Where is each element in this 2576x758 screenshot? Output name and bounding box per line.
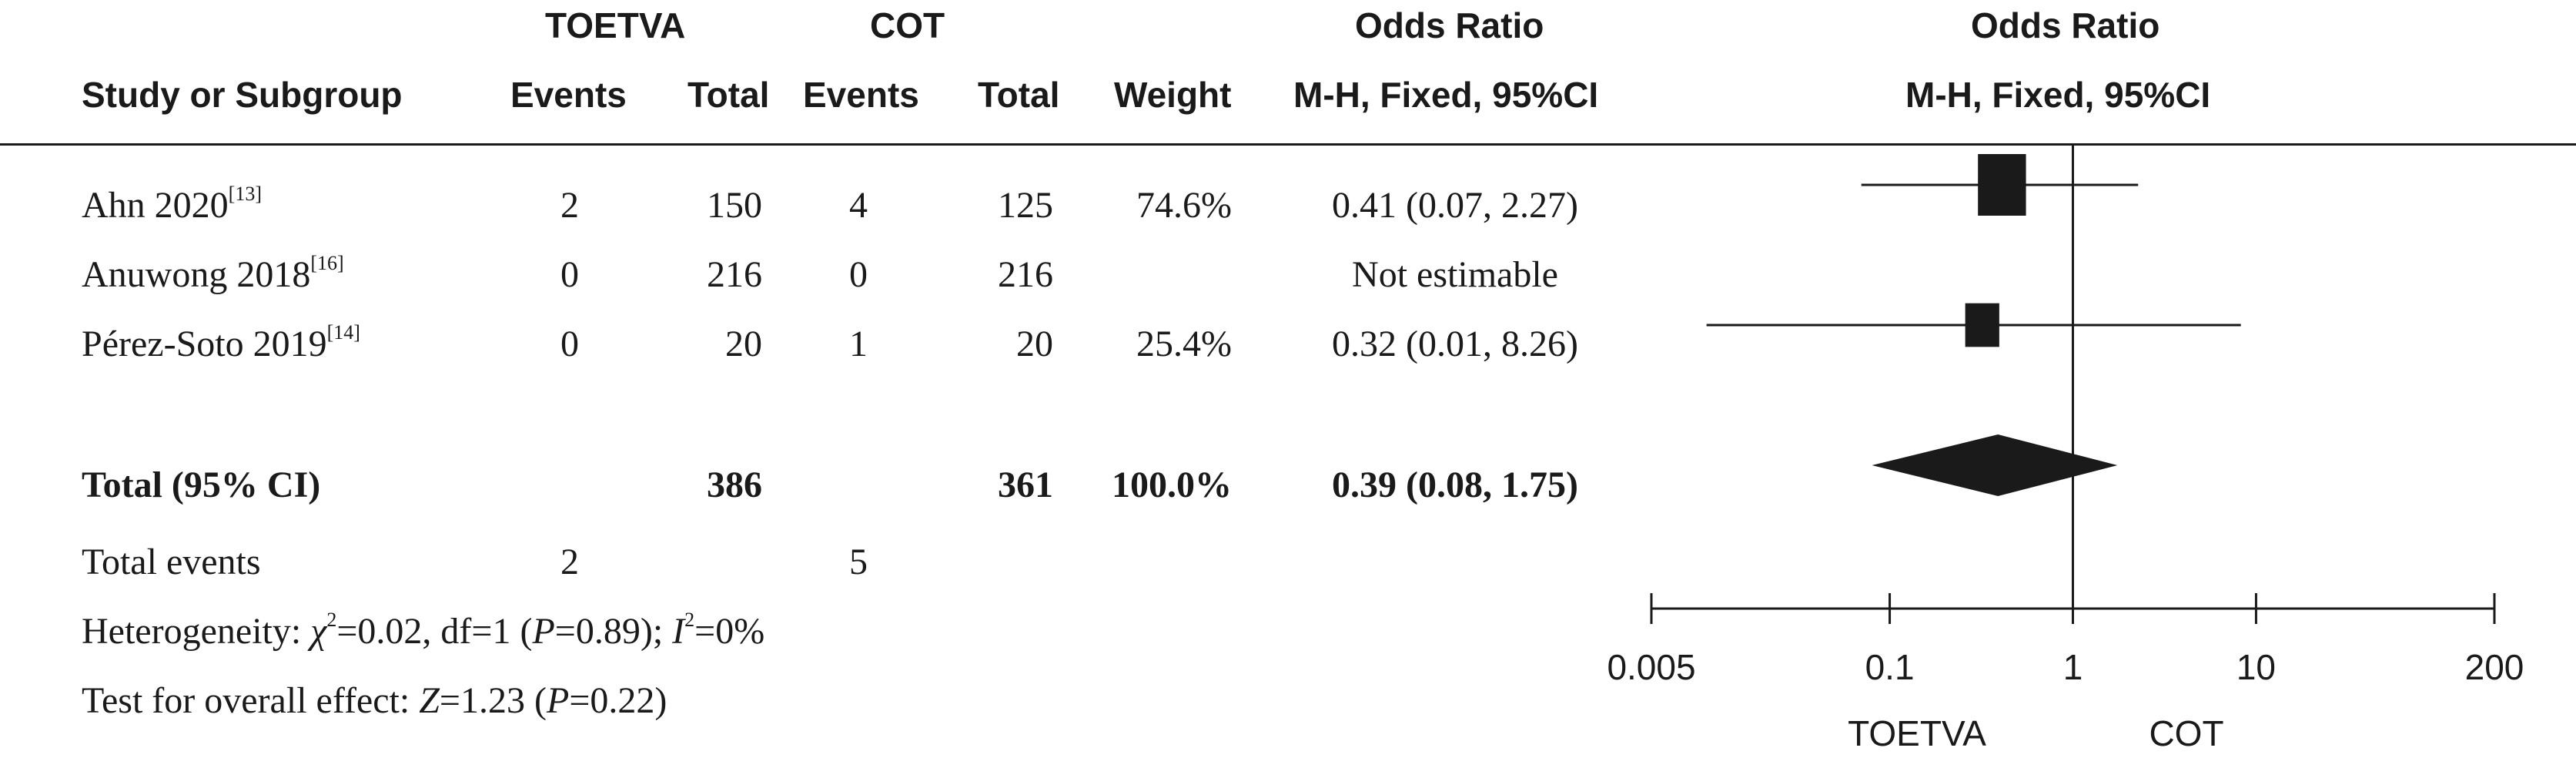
total2-cell: 20 (1016, 324, 1053, 364)
point-estimate-marker (1965, 303, 1999, 347)
weight-cell: 74.6% (1136, 185, 1232, 226)
total2-cell: 216 (998, 254, 1053, 295)
total-label: Total (95% CI) (82, 465, 321, 505)
or-header-left-1: Odds Ratio (1355, 5, 1544, 45)
events2-cell: 4 (849, 185, 868, 226)
or-header-right-2: M-H, Fixed, 95%CI (1905, 75, 2211, 115)
or-header-right-1: Odds Ratio (1971, 5, 2160, 45)
total2-cell: 125 (998, 185, 1053, 226)
weight-cell: 25.4% (1136, 324, 1232, 364)
total1-header: Total (687, 75, 770, 115)
study-name: Pérez-Soto 2019[14] (82, 321, 360, 364)
group2-header: COT (870, 5, 945, 45)
total-events1: 2 (560, 542, 579, 582)
events1-header: Events (510, 75, 627, 115)
total-events2: 5 (849, 542, 868, 582)
events1-cell: 2 (560, 185, 579, 226)
x-tick-label: 10 (2236, 647, 2276, 687)
events2-cell: 0 (849, 254, 868, 295)
events2-cell: 1 (849, 324, 868, 364)
x-tick-label: 0.005 (1607, 647, 1695, 687)
overall-effect-text: Test for overall effect: Z=1.23 (P=0.22) (82, 680, 667, 721)
study-name: Anuwong 2018[16] (82, 252, 344, 295)
total-weight: 100.0% (1112, 465, 1232, 505)
total2-sum: 361 (998, 465, 1053, 505)
study-ref: [14] (326, 321, 360, 344)
events2-header: Events (803, 75, 919, 115)
x-tick-label: 200 (2465, 647, 2524, 687)
or-header-left-2: M-H, Fixed, 95%CI (1293, 75, 1599, 115)
group1-header: TOETVA (545, 5, 686, 45)
heterogeneity-text: Heterogeneity: χ2=0.02, df=1 (P=0.89); I… (82, 609, 765, 652)
events1-cell: 0 (560, 324, 579, 364)
study-name: Ahn 2020[13] (82, 183, 262, 226)
weight-header: Weight (1114, 75, 1232, 115)
total1-cell: 20 (725, 324, 762, 364)
point-estimate-marker (1978, 154, 2026, 216)
total-events-label: Total events (82, 542, 261, 582)
total1-sum: 386 (707, 465, 762, 505)
total-ci: 0.39 (0.08, 1.75) (1332, 465, 1578, 505)
ci-cell: 0.32 (0.01, 8.26) (1332, 324, 1578, 364)
favours-left-label: TOETVA (1848, 713, 1986, 753)
x-tick-label: 0.1 (1865, 647, 1915, 687)
ci-cell: Not estimable (1352, 254, 1558, 295)
events1-cell: 0 (560, 254, 579, 295)
favours-right-label: COT (2149, 713, 2223, 753)
ci-cell: 0.41 (0.07, 2.27) (1332, 185, 1578, 226)
study-header: Study or Subgroup (82, 75, 403, 115)
total1-cell: 216 (707, 254, 762, 295)
study-ref: [13] (228, 183, 262, 205)
x-tick-label: 1 (2063, 647, 2083, 687)
total1-cell: 150 (707, 185, 762, 226)
study-ref: [16] (310, 252, 344, 274)
header-rule (0, 143, 2576, 146)
pooled-diamond (1872, 434, 2118, 496)
total2-header: Total (978, 75, 1060, 115)
